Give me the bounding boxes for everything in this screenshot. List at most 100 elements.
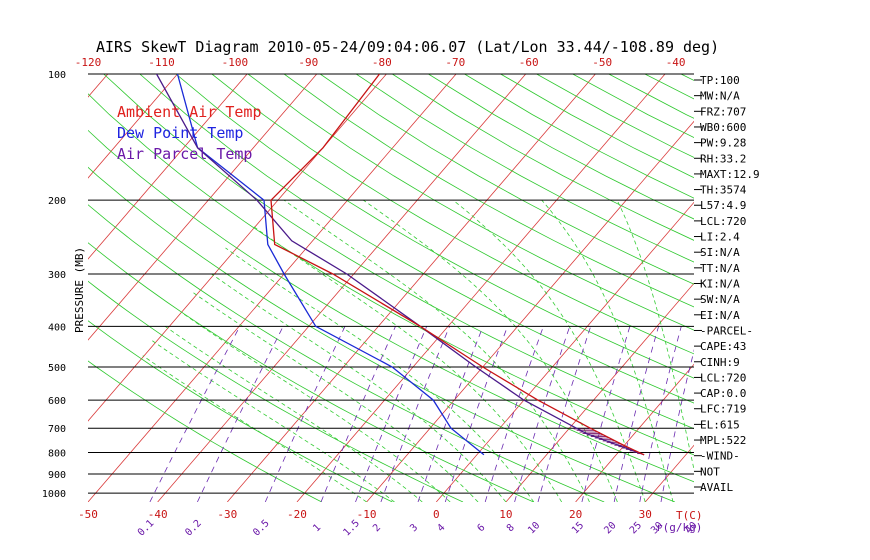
pressure-tick-label: 500 [48,363,66,374]
mixing-ratio-line [197,326,284,502]
pressure-tick-label: 100 [48,70,66,81]
bottom-temperature-ticks: -50 -40 -30 -20 -10 0 10 20 30 [78,508,652,521]
side-panel-item: LCL:720 [700,371,746,384]
mixing-ratio-line [264,326,346,502]
side-panel-item: CAPE:43 [700,340,746,353]
mixing-ratio-line [613,326,659,502]
bottom-temperature-tick-label: -30 [217,508,237,521]
isotherm-line [0,74,38,502]
bottom-temperature-tick-label: -40 [148,508,168,521]
dry-adiabat-line [283,74,694,308]
isotherm-line [88,74,109,98]
moist-adiabat-line [363,199,618,502]
side-panel-item: TT:N/A [700,262,740,275]
legend: Ambient Air Temp Dew Point Temp Air Parcel… [117,103,262,163]
mixing-ratio-tick-label: 6 [475,522,487,534]
side-panel-item: -PARCEL- [700,324,753,337]
ambient-air-tempprofile-line [270,74,645,456]
top-temperature-tick-label: -90 [298,56,318,69]
moist-adiabat-line [251,225,563,502]
moist-adiabat-line [142,355,367,502]
air-parcel-tempprofile-line [156,74,645,456]
side-panel-item: MW:N/A [700,90,740,103]
moist-adiabat-line [211,273,507,502]
moist-adiabat-line [283,199,590,502]
bottom-temperature-tick-label: 20 [569,508,582,521]
dry-adiabat-line [88,280,464,502]
dry-adiabat-line [175,74,694,379]
mixing-ratio-tick-label: 4 [436,522,448,534]
top-temperature-tick-label: -100 [222,56,249,69]
moist-adiabat-line [164,325,423,502]
top-temperature-ticks: -120 -110 -100 -90 -80 -70 -60 -50 -40 [75,56,686,69]
isotherm-line [296,74,666,502]
moist-adiabat-line [150,339,395,502]
mixing-ratio-line [380,326,450,502]
top-temperature-tick-label: -40 [666,56,686,69]
mixing-ratio-tick-label: 25 [628,520,644,536]
isotherm-line [88,74,248,260]
legend-entry: Ambient Air Temp [117,103,262,121]
dry-adiabat-line [88,204,605,502]
pressure-tick-label: 300 [48,270,66,281]
side-panel-item: EL:615 [700,418,740,431]
mixing-ratio-tick-label: 20 [602,520,618,536]
isotherm-line [88,74,318,341]
pressure-tick-label: 700 [48,424,66,435]
isotherm-line [88,74,457,502]
mixing-ratio-line [417,326,484,502]
top-temperature-tick-label: -110 [148,56,175,69]
dry-adiabat-line [88,320,393,502]
side-panel-item: LCL:720 [700,215,746,228]
mixing-ratio-tick-label: 10 [526,520,542,536]
side-panel-item: AVAIL [700,481,733,494]
profile-series [156,74,645,456]
mixing-ratio-line [149,326,241,502]
side-panel-item: LFC:719 [700,403,746,416]
top-temperature-tick-label: -70 [445,56,465,69]
mixing-ratio-line [514,326,571,502]
chart-title: AIRS SkewT Diagram 2010-05-24/09:04:06.0… [96,38,719,56]
isotherm-line [88,74,178,179]
side-panel-item: SW:N/A [700,293,740,306]
pressure-tick-label: 400 [48,322,66,333]
dry-adiabat-line [139,74,694,404]
mixing-ratio-unit-label: r(g/kg) [656,521,702,534]
top-temperature-tick-label: -60 [519,56,539,69]
isotherm-line [854,74,870,502]
mixing-ratio-tick-label: 1 [311,522,323,534]
side-panel-item: EI:N/A [700,309,740,322]
dry-adiabat-line [319,74,694,285]
dew-point-tempprofile-line [176,74,485,456]
isotherm-line [227,74,596,502]
isotherm-line [505,282,694,502]
pressure-tick-label: 900 [48,470,66,481]
side-panel-item: SI:N/A [700,246,740,259]
mixing-ratio-line [444,326,508,502]
top-temperature-tick-label: -80 [372,56,392,69]
dry-adiabat-line [428,74,694,220]
side-panel-item: MPL:522 [700,434,746,447]
mixing-ratio-tick-label: 0.2 [183,518,204,539]
pressure-tick-label: 200 [48,196,66,207]
dry-adiabat-line [355,74,694,263]
mixing-ratio-tick-label: 1.5 [341,518,362,539]
mixing-ratio-tick-label: 8 [505,522,517,534]
pressure-tick-labels: 100 200 300 400 500 600 700 800 900 1000 [42,70,66,500]
x-axis-label: T(C) [676,509,703,522]
bottom-temperature-tick-label: 0 [433,508,440,521]
dry-adiabat-line [88,242,534,502]
pressure-tick-label: 1000 [42,489,66,500]
legend-entry: Air Parcel Temp [117,145,252,163]
dry-adiabat-line [88,360,322,502]
dry-adiabat-line [211,74,694,355]
side-panel-item: L57:4.9 [700,199,746,212]
side-panel-item: CINH:9 [700,356,740,369]
mixing-ratio-tick-label: 15 [570,520,586,536]
mixing-ratio-ticks: 0.1 0.2 0.5 1 1.5 2 3 4 6 8 10 15 20 25 30 40 [136,518,700,539]
side-panel-item: RH:33.2 [700,152,746,165]
mixing-ratio-tick-label: 3 [408,522,420,534]
side-panel-item: TP:100 [700,74,740,87]
moist-adiabat-line [452,199,646,502]
mixing-ratio-tick-label: 2 [371,522,383,534]
